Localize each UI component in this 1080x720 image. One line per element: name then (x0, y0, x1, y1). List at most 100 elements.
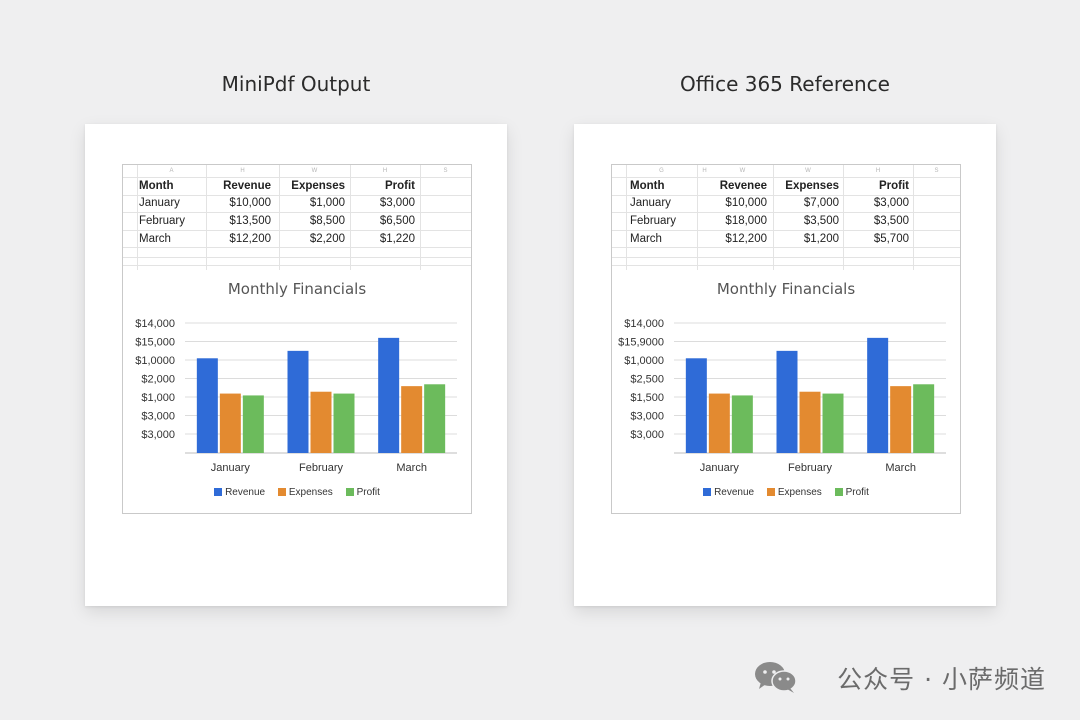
grid-line (773, 165, 774, 270)
column-header: W (805, 168, 811, 174)
table-cell: March (630, 233, 662, 245)
bar-profit (424, 384, 446, 453)
cell-grid-right: G H W W H S Month Revenee Expenses Profit January $… (612, 165, 960, 270)
grid-line (843, 165, 844, 270)
x-tick-label: February (299, 462, 344, 474)
table-cell: $10,000 (229, 197, 271, 209)
chart-title: Monthly Financials (716, 280, 856, 298)
grid-line (206, 165, 207, 270)
bar-expenses (401, 386, 423, 453)
legend-item-revenue: Revenue (214, 487, 265, 498)
column-header: H (875, 168, 881, 174)
watermark-text: 公众号 · 小萨频道 (837, 665, 1046, 694)
column-header: W (739, 168, 746, 174)
table-cell: $10,000 (725, 197, 767, 209)
chart-plot-left: $14,000 $15,000 $1,0000 $2,000 $1,000 $3,000 $… (135, 318, 457, 474)
chart-right: Monthly Financials $14,000 $15,9000 $1,000… (612, 270, 960, 513)
table-cell: $5,700 (873, 233, 909, 245)
legend-item-profit: Profit (345, 487, 380, 498)
x-tick-label: February (788, 462, 833, 474)
wechat-icon (755, 662, 797, 693)
table-cell: $6,500 (379, 215, 415, 227)
spreadsheet-left: A H W H S Month Revenue Expenses Profit January $1… (122, 164, 472, 514)
y-tick-label: $3,000 (630, 429, 664, 441)
bar-expenses (708, 393, 730, 453)
grid-line (123, 247, 471, 248)
legend-item-profit: Profit (834, 487, 869, 498)
y-tick-label: $1,000 (141, 392, 175, 404)
x-tick-label: March (885, 462, 916, 474)
panel-title-right: Office 365 Reference (680, 72, 890, 96)
bar-revenue (685, 358, 707, 453)
table-cell: $13,500 (229, 215, 271, 227)
grid-line (420, 165, 421, 270)
chart-title: Monthly Financials (227, 280, 367, 298)
y-tick-label: $2,000 (141, 374, 175, 386)
grid-line (137, 165, 138, 270)
grid-line (612, 195, 960, 196)
y-tick-label: $15,9000 (618, 337, 664, 349)
table-cell: $18,000 (725, 215, 767, 227)
table-cell: $12,200 (725, 233, 767, 245)
table-header-cell: Expenses (291, 180, 345, 192)
column-header: S (443, 168, 448, 174)
table-header-cell: Profit (878, 180, 909, 192)
table-cell: $2,200 (309, 233, 345, 245)
y-tick-label: $14,000 (135, 318, 175, 330)
grid-line (123, 212, 471, 213)
column-header: A (169, 168, 174, 174)
bar-profit (822, 393, 844, 453)
column-header: G (659, 168, 664, 174)
y-tick-label: $3,000 (141, 411, 175, 423)
grid-line (612, 265, 960, 266)
y-tick-label: $3,000 (141, 429, 175, 441)
grid-line (612, 257, 960, 258)
grid-line (612, 177, 960, 178)
table-cell: $3,500 (873, 215, 909, 227)
table-cell: $7,000 (803, 197, 839, 209)
grid-line (697, 165, 698, 270)
bar-revenue (287, 350, 309, 453)
grid-line (123, 177, 471, 178)
y-tick-label: $15,000 (135, 337, 175, 349)
bar-revenue (378, 337, 400, 453)
grid-line (123, 195, 471, 196)
panel-title-left: MiniPdf Output (221, 72, 371, 96)
table-header-cell: Month (139, 180, 174, 192)
column-header: W (311, 168, 318, 174)
table-header-cell: Month (630, 180, 665, 192)
grid-line (612, 230, 960, 231)
table-cell: $3,500 (803, 215, 839, 227)
bar-revenue (196, 358, 218, 453)
grid-line (612, 247, 960, 248)
grid-line (612, 212, 960, 213)
table-cell: $3,000 (873, 197, 909, 209)
cell-grid-left: A H W H S Month Revenue Expenses Profit January $1… (123, 165, 471, 270)
table-header-cell: Expenses (785, 180, 839, 192)
page-right: G H W W H S Month Revenee Expenses Profit January $… (574, 124, 996, 606)
bar-profit (731, 395, 753, 453)
legend-item-expenses: Expenses (277, 487, 333, 498)
y-tick-label: $1,0000 (135, 355, 175, 367)
table-cell: February (630, 215, 677, 227)
bar-revenue (867, 337, 889, 453)
grid-line (279, 165, 280, 270)
column-header: H (240, 168, 245, 174)
bar-expenses (890, 386, 912, 453)
y-tick-label: $1,500 (630, 392, 664, 404)
bar-expenses (219, 393, 241, 453)
legend-item-revenue: Revenue (703, 487, 754, 498)
y-tick-label: $2,500 (630, 374, 664, 386)
table-cell: $1,200 (803, 233, 839, 245)
grid-line (350, 165, 351, 270)
spreadsheet-right: G H W W H S Month Revenee Expenses Profit January $… (611, 164, 961, 514)
y-tick-label: $3,000 (630, 411, 664, 423)
x-tick-label: January (700, 462, 740, 474)
column-header: S (934, 168, 939, 174)
chart-left: Monthly Financials $14,000 $15,000 $1,0000… (123, 270, 471, 513)
grid-line (123, 230, 471, 231)
chart-plot-right: $14,000 $15,9000 $1,0000 $2,500 $1,500 $3,000… (618, 318, 946, 474)
page-left: A H W H S Month Revenue Expenses Profit January $1… (85, 124, 507, 606)
legend-item-expenses: Expenses (766, 487, 822, 498)
table-cell: $1,000 (309, 197, 345, 209)
